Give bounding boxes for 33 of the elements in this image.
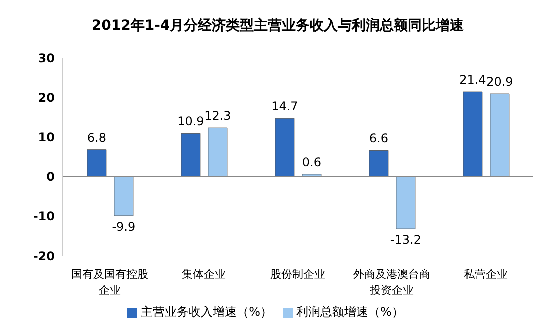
x-tick-label: 外商及港澳台商投资企业: [354, 268, 430, 297]
data-label: 21.4: [460, 73, 486, 88]
bar: [396, 176, 416, 230]
data-label: 0.6: [302, 155, 322, 170]
bar: [181, 133, 201, 178]
y-tick-label: 20: [38, 90, 55, 105]
bar: [275, 118, 295, 178]
bar: [87, 150, 107, 178]
data-label: 12.3: [204, 109, 232, 124]
bar: [463, 92, 483, 178]
y-tick-label: -10: [33, 210, 55, 224]
data-label: 6.8: [87, 130, 106, 145]
x-tick-label: 国有及国有控股企业: [72, 268, 148, 297]
x-tick-label: 股份制企业: [270, 268, 326, 281]
x-tick-label: 集体企业: [182, 268, 226, 281]
y-tick-label: -20: [33, 249, 55, 264]
data-label: -9.9: [112, 220, 136, 234]
x-tick-label: 私营企业: [464, 268, 508, 281]
data-label: 10.9: [178, 114, 204, 129]
data-label: 6.6: [369, 132, 388, 146]
bar: [369, 150, 389, 178]
bar: [490, 94, 510, 178]
y-tick-label: 30: [38, 51, 55, 66]
data-label: 14.7: [272, 100, 298, 114]
legend-label: 利润总额增速（%）: [296, 305, 404, 319]
y-tick-label: 0: [46, 170, 55, 184]
data-label: -13.2: [390, 233, 422, 248]
bar: [114, 176, 134, 216]
chart-title: 2012年1-4月分经济类型主营业务收入与利润总额同比增速: [90, 16, 466, 36]
bar: [208, 128, 228, 178]
legend-label: 主营业务收入增速（%）: [141, 305, 272, 319]
y-tick-label: 10: [38, 130, 55, 144]
data-label: 20.9: [486, 75, 514, 90]
